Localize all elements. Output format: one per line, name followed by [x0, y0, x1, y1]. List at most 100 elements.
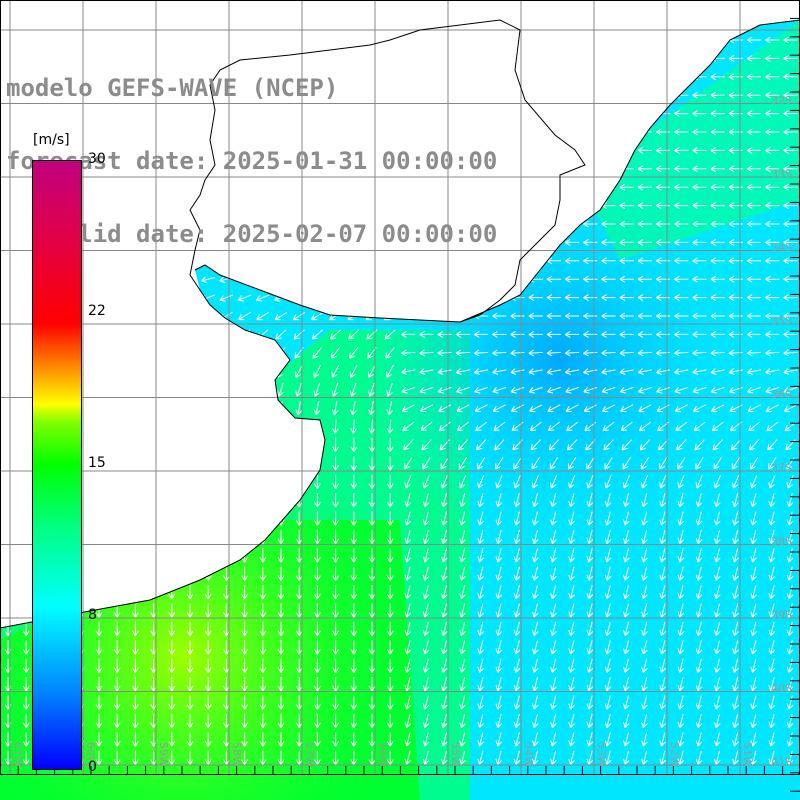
- wind-arrow: [583, 257, 598, 265]
- wind-arrow: [383, 294, 397, 302]
- colorbar-tick-15: 15: [88, 455, 106, 471]
- wind-arrow: [111, 329, 123, 340]
- wind-arrow: [419, 404, 434, 413]
- wind-arrow: [22, 695, 30, 710]
- wind-arrow: [386, 474, 394, 489]
- wind-arrow: [365, 294, 379, 302]
- wind-arrow: [131, 621, 139, 637]
- wind-arrow: [131, 695, 139, 710]
- wind-arrow: [332, 529, 340, 545]
- wind-arrow: [783, 128, 798, 136]
- wind-arrow: [583, 349, 598, 357]
- wind-arrow: [713, 529, 721, 544]
- wind-arrow: [641, 493, 648, 508]
- wind-arrow: [513, 603, 521, 618]
- wind-arrow: [620, 404, 634, 413]
- wind-arrow: [350, 566, 358, 581]
- wind-arrow: [186, 603, 194, 618]
- wind-arrow: [204, 713, 212, 729]
- wind-arrow: [459, 548, 466, 563]
- wind-arrow: [113, 640, 121, 655]
- wind-arrow: [641, 695, 648, 710]
- wind-arrow: [713, 732, 721, 747]
- wind-arrow: [655, 54, 671, 62]
- wind-arrow: [22, 713, 30, 729]
- wind-arrow: [641, 621, 648, 636]
- wind-arrow: [655, 349, 671, 357]
- wind-arrow: [713, 493, 721, 508]
- wind-arrow: [546, 275, 561, 283]
- wind-arrow: [350, 548, 358, 563]
- wind-arrow: [713, 713, 721, 728]
- wind-arrow: [659, 585, 666, 600]
- wind-arrow: [693, 421, 706, 432]
- wind-arrow: [674, 146, 689, 154]
- wind-arrow: [765, 202, 780, 210]
- wind-arrow: [113, 401, 121, 416]
- wind-arrow: [546, 368, 561, 375]
- wind-arrow: [386, 621, 394, 637]
- wind-arrow: [168, 732, 176, 747]
- wind-arrow: [241, 658, 249, 673]
- wind-arrow: [422, 603, 430, 618]
- wind-arrow: [477, 511, 484, 526]
- wind-arrow: [386, 437, 394, 453]
- wind-arrow: [655, 146, 671, 154]
- wind-arrow: [783, 368, 798, 375]
- wind-arrow: [440, 474, 448, 489]
- wind-arrow: [113, 364, 121, 378]
- wind-arrow: [655, 275, 671, 283]
- wind-arrow: [568, 511, 575, 526]
- wind-arrow: [164, 294, 179, 302]
- wind-arrow: [110, 276, 125, 284]
- wind-arrow: [732, 713, 739, 728]
- wind-arrow: [1, 294, 15, 302]
- wind-arrow: [692, 220, 707, 228]
- wind-arrow: [583, 386, 598, 394]
- wind-arrow: [131, 603, 139, 618]
- wind-arrow: [422, 456, 431, 470]
- wind-arrow: [710, 330, 725, 338]
- wind-arrow: [583, 165, 598, 173]
- wind-arrow: [513, 658, 521, 673]
- wind-arrow: [510, 146, 525, 154]
- wind-arrow: [477, 713, 484, 728]
- wind-arrow: [204, 750, 212, 765]
- wind-arrow: [350, 621, 358, 637]
- wind-arrow: [622, 529, 630, 544]
- wind-arrow: [492, 312, 507, 320]
- wind-arrow: [168, 401, 175, 416]
- wind-arrow: [459, 585, 466, 600]
- wind-arrow: [746, 257, 762, 265]
- wind-arrow: [692, 128, 707, 136]
- lat-label: 35S: [771, 315, 792, 328]
- wind-arrow: [728, 91, 743, 99]
- wind-arrow: [313, 621, 321, 637]
- wind-arrow: [510, 386, 525, 394]
- wind-arrow: [95, 658, 103, 673]
- wind-arrow: [510, 368, 525, 375]
- wind-arrow: [531, 640, 539, 655]
- wind-arrow: [477, 603, 484, 618]
- wind-arrow: [659, 493, 666, 508]
- wind-arrow: [422, 566, 430, 581]
- wind-arrow: [586, 529, 594, 544]
- wind-arrow: [401, 386, 416, 394]
- wind-arrow: [332, 566, 340, 581]
- wind-arrow: [241, 677, 249, 692]
- wind-arrow: [259, 419, 267, 434]
- wind-arrow: [456, 404, 470, 413]
- wind-arrow: [546, 146, 561, 154]
- wind-arrow: [95, 437, 103, 453]
- wind-arrow: [783, 202, 798, 210]
- wind-arrow: [547, 404, 561, 413]
- wind-arrow: [786, 677, 794, 692]
- wind-arrow: [659, 548, 666, 563]
- wind-arrow: [277, 437, 285, 453]
- wind-arrow: [204, 456, 212, 471]
- wind-arrow: [786, 474, 794, 489]
- wind-arrow: [313, 603, 321, 618]
- wind-arrow: [750, 658, 757, 673]
- wind-arrow: [513, 621, 521, 636]
- wind-arrow: [568, 603, 575, 618]
